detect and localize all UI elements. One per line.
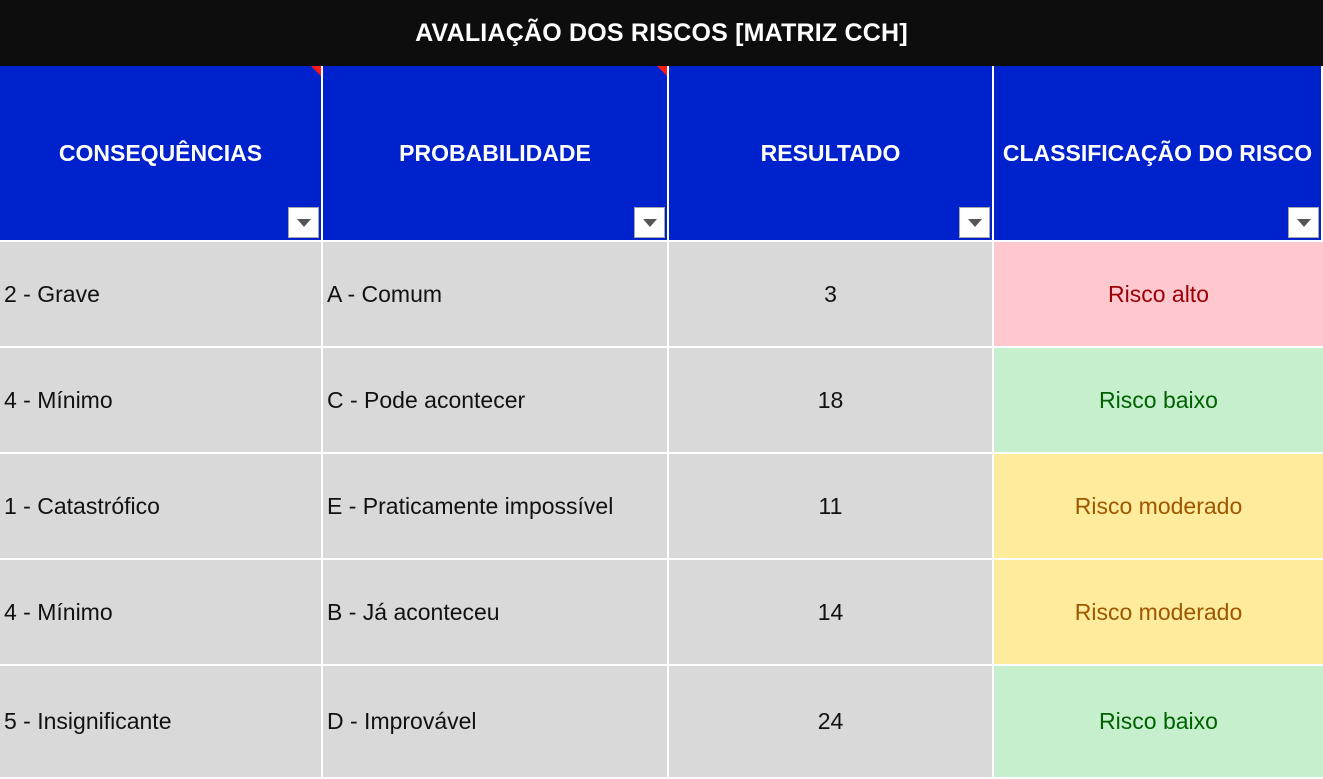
- risk-table: CONSEQUÊNCIAS PROBABILIDADE RESULTADO CL…: [0, 66, 1323, 779]
- chevron-down-icon: [967, 218, 982, 227]
- chevron-down-icon: [296, 218, 311, 227]
- comment-indicator-icon[interactable]: [311, 66, 321, 76]
- cell-consequencia[interactable]: 2 - Grave: [0, 242, 323, 348]
- column-header-resultado: RESULTADO: [669, 66, 994, 242]
- sheet-title: AVALIAÇÃO DOS RISCOS [MATRIZ CCH]: [0, 0, 1323, 66]
- column-header-label: RESULTADO: [760, 139, 901, 166]
- cell-probabilidade[interactable]: A - Comum: [323, 242, 669, 348]
- cell-probabilidade[interactable]: C - Pode acontecer: [323, 348, 669, 454]
- cell-consequencia[interactable]: 4 - Mínimo: [0, 560, 323, 666]
- cell-probabilidade[interactable]: E - Praticamente impossível: [323, 454, 669, 560]
- cell-consequencia[interactable]: 4 - Mínimo: [0, 348, 323, 454]
- column-header-label: PROBABILIDADE: [399, 139, 591, 166]
- cell-consequencia[interactable]: 1 - Catastrófico: [0, 454, 323, 560]
- filter-dropdown-button[interactable]: [959, 207, 990, 238]
- cell-consequencia[interactable]: 5 - Insignificante: [0, 666, 323, 779]
- cell-resultado[interactable]: 18: [669, 348, 994, 454]
- filter-dropdown-button[interactable]: [1288, 207, 1319, 238]
- cell-resultado[interactable]: 3: [669, 242, 994, 348]
- cell-resultado[interactable]: 14: [669, 560, 994, 666]
- chevron-down-icon: [1296, 218, 1311, 227]
- column-header-label: CLASSIFICAÇÃO DO RISCO: [1002, 139, 1313, 166]
- cell-resultado[interactable]: 24: [669, 666, 994, 779]
- cell-resultado[interactable]: 11: [669, 454, 994, 560]
- cell-probabilidade[interactable]: B - Já aconteceu: [323, 560, 669, 666]
- cell-classificacao[interactable]: Risco baixo: [994, 348, 1323, 454]
- cell-classificacao[interactable]: Risco moderado: [994, 560, 1323, 666]
- filter-dropdown-button[interactable]: [634, 207, 665, 238]
- column-header-classificacao: CLASSIFICAÇÃO DO RISCO: [994, 66, 1323, 242]
- cell-classificacao[interactable]: Risco baixo: [994, 666, 1323, 779]
- chevron-down-icon: [642, 218, 657, 227]
- column-header-consequencias: CONSEQUÊNCIAS: [0, 66, 323, 242]
- comment-indicator-icon[interactable]: [657, 66, 667, 76]
- column-header-probabilidade: PROBABILIDADE: [323, 66, 669, 242]
- cell-classificacao[interactable]: Risco moderado: [994, 454, 1323, 560]
- column-header-label: CONSEQUÊNCIAS: [58, 139, 263, 166]
- filter-dropdown-button[interactable]: [288, 207, 319, 238]
- cell-probabilidade[interactable]: D - Improvável: [323, 666, 669, 779]
- cell-classificacao[interactable]: Risco alto: [994, 242, 1323, 348]
